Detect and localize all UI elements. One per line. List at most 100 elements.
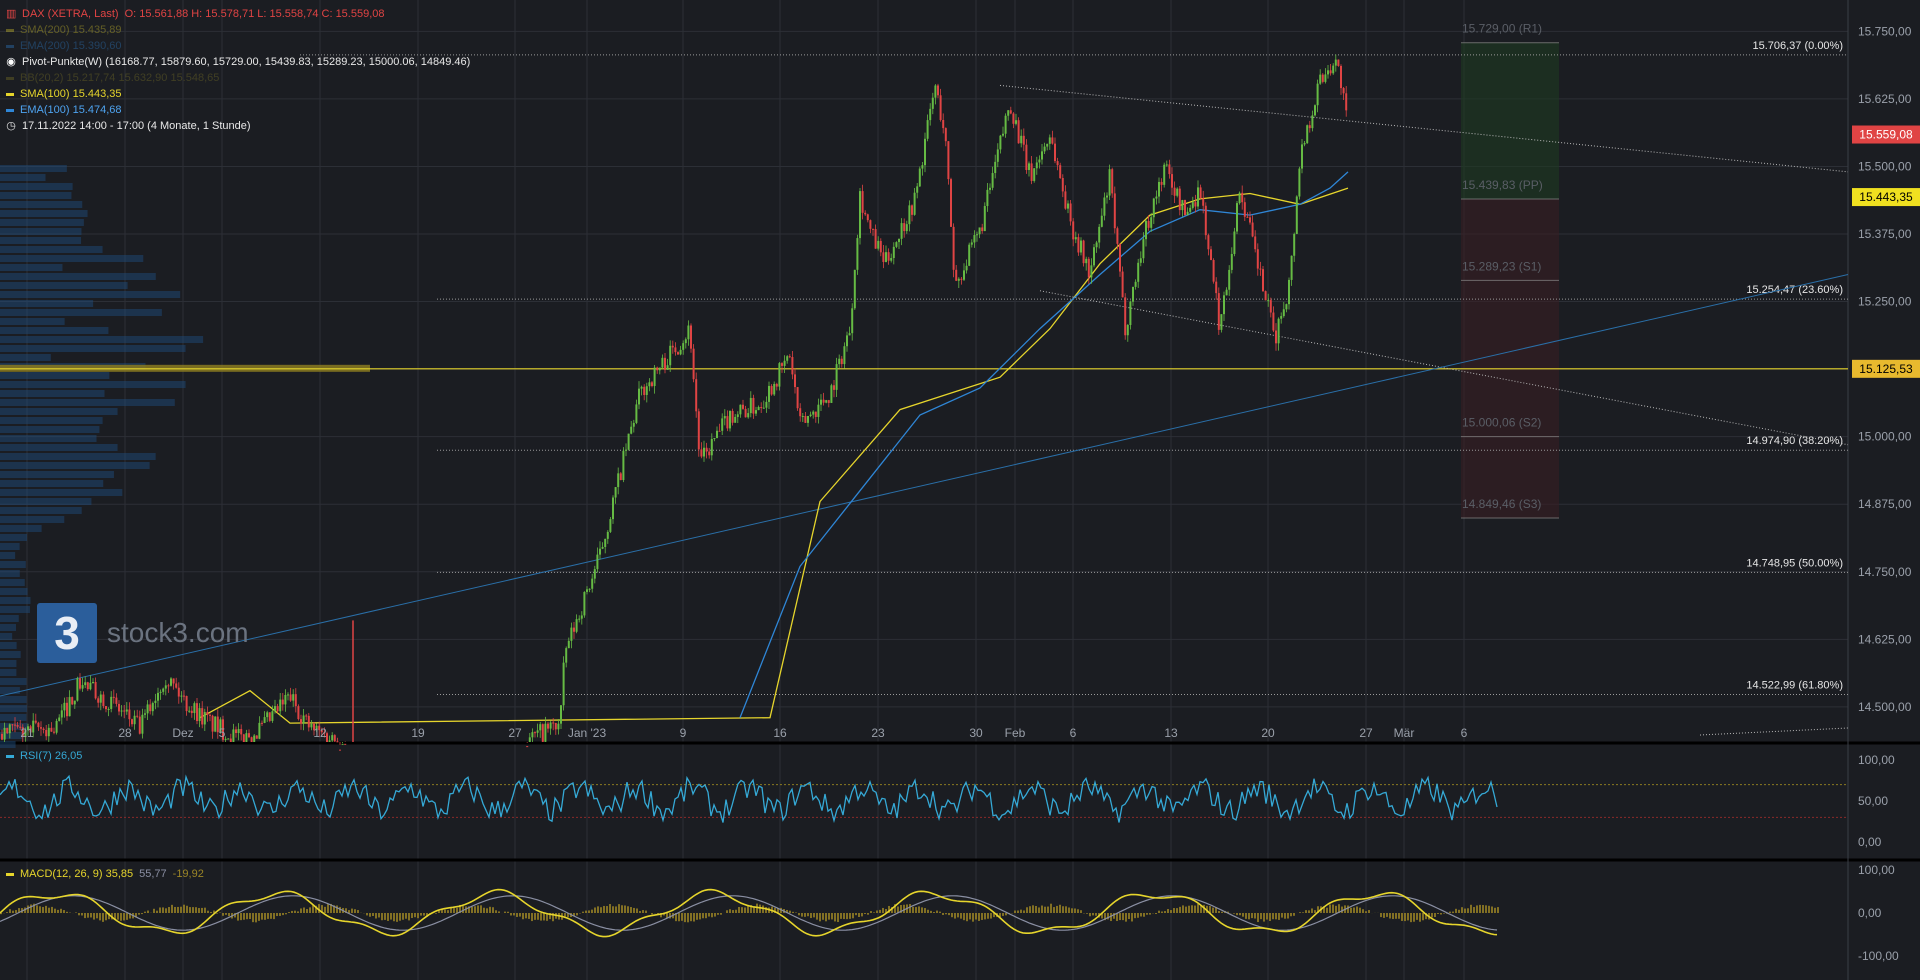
candle-body: [669, 345, 672, 366]
candle-body: [209, 714, 211, 716]
candle-body: [643, 386, 646, 395]
x-tick-label-15: 20: [1261, 726, 1275, 740]
candle-body: [34, 720, 37, 723]
y-tick-label-4: 15.250,00: [1858, 295, 1912, 309]
macd-hist-bar: [801, 913, 803, 917]
rsi-swatch: [6, 754, 14, 758]
volume-profile-bar: [0, 399, 175, 406]
macd-hist-bar: [759, 904, 761, 913]
candle-body: [861, 191, 864, 213]
macd-hist-bar: [477, 905, 479, 913]
y-tick-label-0: 15.750,00: [1858, 24, 1912, 38]
macd-hist-bar: [1200, 905, 1202, 913]
macd-hist-bar: [33, 903, 35, 913]
candle-body: [253, 735, 256, 742]
volume-profile-bar: [0, 660, 17, 667]
macd-hist-bar: [765, 907, 767, 913]
candle-body: [921, 165, 924, 169]
macd-hist-bar: [273, 913, 275, 920]
candle-body: [3, 727, 6, 740]
macd-hist-bar: [927, 909, 929, 913]
candle-body: [679, 349, 682, 355]
macd-hist-bar: [498, 911, 500, 913]
macd-hist-bar: [1422, 913, 1424, 921]
candle-body: [1324, 74, 1327, 82]
macd-hist-bar: [699, 913, 701, 920]
macd-hist-bar: [930, 910, 932, 913]
macd-hist-bar: [1221, 911, 1223, 913]
candle-body: [201, 708, 204, 725]
candle-body: [859, 191, 861, 239]
macd-hist-bar: [78, 913, 80, 916]
candle-body: [541, 724, 544, 742]
candle-body: [843, 346, 846, 365]
macd-hist-bar: [1329, 904, 1331, 913]
candle-body: [1095, 242, 1098, 248]
macd-hist-bar: [1116, 913, 1118, 922]
macd-hist-bar: [1251, 913, 1253, 919]
candle-body: [1074, 237, 1077, 240]
macd-hist-bar: [330, 903, 332, 913]
candle-body: [6, 727, 9, 734]
candle-body: [827, 400, 830, 403]
pivot-zone-red: [1461, 198, 1559, 519]
macd-hist-bar: [408, 913, 410, 921]
candle-body: [1173, 187, 1176, 196]
candle-body: [557, 723, 560, 730]
macd-hist-bar: [1254, 913, 1256, 919]
candle-body: [1277, 318, 1280, 344]
macd-hist-bar: [1407, 913, 1409, 921]
candle-body: [1061, 178, 1064, 192]
macd-hist-bar: [402, 913, 404, 920]
candle-body: [237, 728, 240, 734]
macd-hist-bar: [597, 906, 599, 913]
macd-hist-bar: [249, 913, 251, 920]
candle-body: [783, 360, 786, 366]
macd-hist-bar: [897, 906, 899, 913]
macd-hist-bar: [1443, 913, 1445, 914]
candle-body: [528, 737, 531, 742]
macd-hist-bar: [657, 913, 659, 915]
candle-body: [690, 325, 692, 349]
macd-hist-bar: [1137, 913, 1139, 918]
price-tag-bg-1: [1852, 188, 1920, 207]
candle-body: [255, 735, 258, 739]
macd-hist-bar: [753, 906, 755, 913]
macd-hist-bar: [60, 908, 62, 913]
macd-hist-bar: [207, 910, 209, 913]
candle-body: [55, 720, 58, 733]
macd-hist-bar: [1368, 910, 1370, 913]
candle-body: [716, 430, 718, 439]
candle-body: [609, 519, 612, 532]
candle-body: [180, 695, 183, 697]
macd-hist-bar: [1347, 905, 1349, 913]
candle-body: [895, 242, 898, 247]
candle-body: [1272, 312, 1275, 331]
macd-hist-bar: [1242, 913, 1244, 917]
macd-hist-bar: [870, 911, 872, 913]
macd-hist-bar: [1089, 913, 1091, 917]
candle-body: [1243, 202, 1246, 217]
macd-hist-bar: [213, 910, 215, 913]
volume-profile-bar: [0, 309, 162, 316]
candle-body: [245, 733, 248, 742]
candle-body: [63, 702, 66, 711]
macd-hist-bar: [192, 907, 194, 913]
candle-body: [318, 725, 321, 731]
macd-hist-bar: [1413, 913, 1415, 922]
sma100-swatch: [6, 92, 14, 96]
macd-hist-bar: [267, 913, 269, 919]
macd-hist-bar: [1209, 906, 1211, 913]
macd-hist-bar: [627, 906, 629, 913]
macd-hist-bar: [702, 913, 704, 919]
candle-body: [8, 724, 11, 734]
candle-body: [1059, 165, 1062, 179]
macd-hist-bar: [1314, 910, 1316, 913]
target-icon: ◉: [6, 56, 16, 68]
rsi-tick-1: 50,00: [1858, 794, 1888, 808]
macd-hist-bar: [1206, 905, 1208, 913]
volume-profile-bar: [0, 390, 105, 397]
macd-hist-bar: [642, 910, 644, 913]
macd-hist-bar: [831, 913, 833, 920]
macd-hist-bar: [1359, 907, 1361, 913]
